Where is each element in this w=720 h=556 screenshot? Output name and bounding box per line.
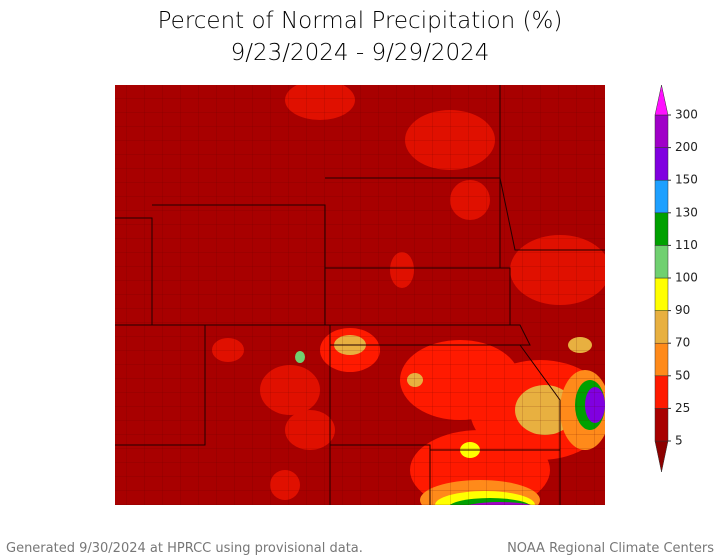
title-line-1: Percent of Normal Precipitation (%) — [158, 8, 563, 34]
colorbar-tick-label: 100 — [675, 271, 698, 285]
colorbar-band — [654, 114, 669, 148]
colorbar-band — [654, 212, 669, 246]
colorbar-tick-label: 130 — [675, 205, 698, 219]
colorbar-band — [654, 408, 669, 442]
footer-right: NOAA Regional Climate Centers — [507, 541, 714, 556]
colorbar-low-triangle — [654, 440, 669, 473]
colorbar-tick-label: 90 — [675, 303, 690, 317]
colorbar-tick-label: 25 — [675, 401, 690, 415]
colorbar-high-triangle — [654, 84, 669, 116]
colorbar-band — [654, 375, 669, 409]
colorbar-band — [654, 245, 669, 279]
colorbar-tick-label: 200 — [675, 140, 698, 154]
colorbar-tick-label: 5 — [675, 434, 683, 448]
colorbar-tick-label: 110 — [675, 238, 698, 252]
colorbar-band — [654, 147, 669, 181]
colorbar: 5 25 50 70 90 100 110 130 150 200 300 — [654, 84, 698, 473]
colorbar-tick-label: 70 — [675, 336, 690, 350]
colorbar-tick-label: 150 — [675, 173, 698, 187]
colorbar-band — [654, 310, 669, 344]
colorbar-band — [654, 277, 669, 311]
footer-left: Generated 9/30/2024 at HPRCC using provi… — [6, 541, 363, 556]
colorbar-band — [654, 342, 669, 377]
title-line-2: 9/23/2024 - 9/29/2024 — [231, 40, 490, 66]
colorbar-tick-label: 300 — [675, 108, 698, 122]
map — [115, 85, 605, 505]
colorbar-band — [654, 179, 669, 214]
colorbar-tick-label: 50 — [675, 368, 690, 382]
